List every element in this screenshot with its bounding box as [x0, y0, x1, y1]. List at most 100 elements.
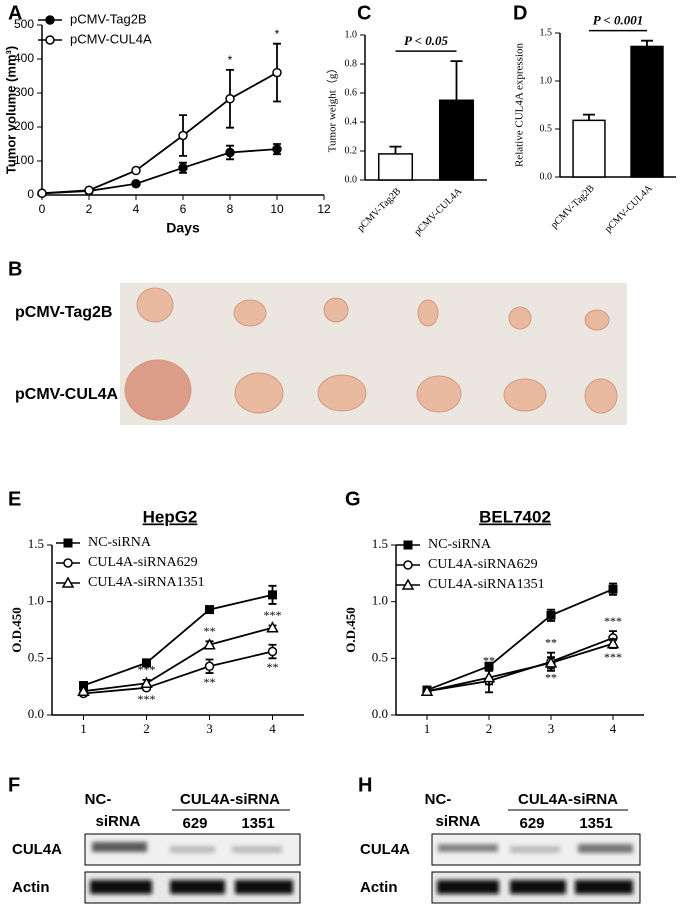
- marker: [203, 638, 216, 650]
- marker: [204, 661, 215, 672]
- marker: [403, 540, 413, 550]
- y-axis-label: O.D.450: [343, 607, 358, 653]
- row-label: Actin: [360, 879, 398, 896]
- y-tick-label: 100: [14, 153, 34, 167]
- lane-label: siRNA: [435, 813, 480, 830]
- x-tick-label: 3: [206, 721, 213, 736]
- y-tick-label: 0.4: [345, 116, 358, 127]
- marker: [45, 15, 55, 25]
- panel-letter: G: [345, 488, 361, 510]
- y-axis-label: Tumor volume (mm³): [3, 46, 18, 174]
- significance-label: *: [228, 53, 233, 67]
- lane-label: 1351: [579, 815, 612, 832]
- marker: [225, 94, 235, 104]
- photo: [120, 283, 627, 425]
- marker: [205, 605, 214, 615]
- x-tick-label: 4: [610, 721, 617, 736]
- y-tick-label: 1.0: [28, 593, 44, 608]
- significance-label: ***: [604, 650, 622, 664]
- bar: [377, 153, 414, 181]
- legend-label: CUL4A-siRNA1351: [88, 575, 205, 590]
- x-axis-label: Days: [166, 220, 200, 236]
- marker: [608, 584, 618, 594]
- lane-label: NC-: [425, 791, 452, 808]
- marker: [61, 576, 75, 588]
- row-label: pCMV-CUL4A: [15, 386, 119, 403]
- marker: [401, 578, 415, 590]
- line: [426, 642, 614, 693]
- x-tick-label: 2: [486, 721, 493, 736]
- panel-letter: C: [357, 2, 371, 24]
- lane-label: 629: [519, 815, 544, 832]
- marker: [142, 658, 151, 668]
- legend-label: CUL4A-siRNA629: [88, 555, 198, 570]
- marker: [45, 35, 55, 45]
- row-label: Actin: [12, 879, 50, 896]
- y-tick-label: 0.0: [540, 171, 553, 182]
- y-axis-label: Relative CUL4A expression: [514, 42, 526, 167]
- significance-label: ***: [264, 608, 282, 622]
- significance-label: **: [204, 624, 216, 638]
- legend-label: CUL4A-siRNA629: [428, 557, 538, 572]
- line: [426, 637, 614, 693]
- marker: [606, 637, 620, 649]
- x-tick-label: 1: [80, 721, 87, 736]
- x-tick-label: pCMV-CUL4A: [603, 182, 655, 234]
- x-tick-label: 1: [424, 721, 431, 736]
- line: [83, 626, 273, 693]
- marker: [77, 684, 90, 696]
- y-tick-label: 400: [14, 51, 34, 65]
- marker: [267, 646, 278, 657]
- significance-label: **: [204, 675, 216, 689]
- y-tick-label: 1.5: [28, 536, 44, 551]
- y-axis-label: O.D.450: [9, 607, 24, 653]
- significance-label: ***: [604, 614, 622, 628]
- line: [41, 148, 278, 195]
- y-tick-label: 1.0: [540, 75, 553, 86]
- y-tick-label: 300: [14, 85, 34, 99]
- marker: [140, 676, 153, 689]
- error-bar: [583, 113, 595, 121]
- marker: [37, 188, 47, 199]
- legend-label: CUL4A-siRNA1351: [428, 577, 545, 592]
- x-tick-label: 2: [143, 721, 150, 736]
- x-tick-label: 2: [86, 202, 93, 216]
- significance-label: **: [545, 670, 557, 684]
- legend-label: NC-siRNA: [88, 535, 152, 550]
- marker: [131, 165, 141, 176]
- bands: [90, 842, 293, 894]
- significance-label: ***: [138, 692, 156, 706]
- marker: [63, 538, 73, 548]
- legend-label: pCMV-CUL4A: [70, 31, 152, 46]
- x-tick-label: 6: [180, 202, 187, 216]
- panel-letter: H: [358, 774, 372, 796]
- chart-title: BEL7402: [479, 507, 551, 526]
- line: [41, 71, 278, 195]
- line: [426, 588, 614, 691]
- y-tick-label: 0.6: [345, 87, 358, 98]
- bar: [572, 119, 606, 178]
- y-tick-label: 200: [14, 119, 34, 133]
- significance-label: ***: [138, 663, 156, 677]
- marker: [63, 558, 73, 568]
- line: [83, 650, 273, 695]
- significance-label: **: [483, 654, 495, 668]
- line: [83, 593, 273, 687]
- lane-label: 629: [182, 815, 207, 832]
- x-tick-label: pCMV-CUL4A: [412, 185, 464, 237]
- marker: [178, 163, 188, 173]
- y-tick-label: 0.0: [28, 706, 44, 721]
- marker: [420, 684, 434, 696]
- y-tick-label: 0.0: [372, 706, 388, 721]
- y-tick-label: 0.2: [345, 145, 358, 156]
- panel-letter: A: [8, 2, 22, 24]
- marker: [225, 147, 235, 158]
- row-label: CUL4A: [12, 841, 62, 858]
- chart-title: HepG2: [143, 507, 198, 526]
- legend-label: pCMV-Tag2B: [70, 11, 147, 26]
- y-tick-label: 0.5: [540, 123, 553, 134]
- marker: [403, 560, 413, 570]
- x-tick-label: 10: [270, 202, 284, 216]
- y-tick-label: 0.5: [372, 649, 388, 664]
- significance-label: **: [267, 660, 279, 674]
